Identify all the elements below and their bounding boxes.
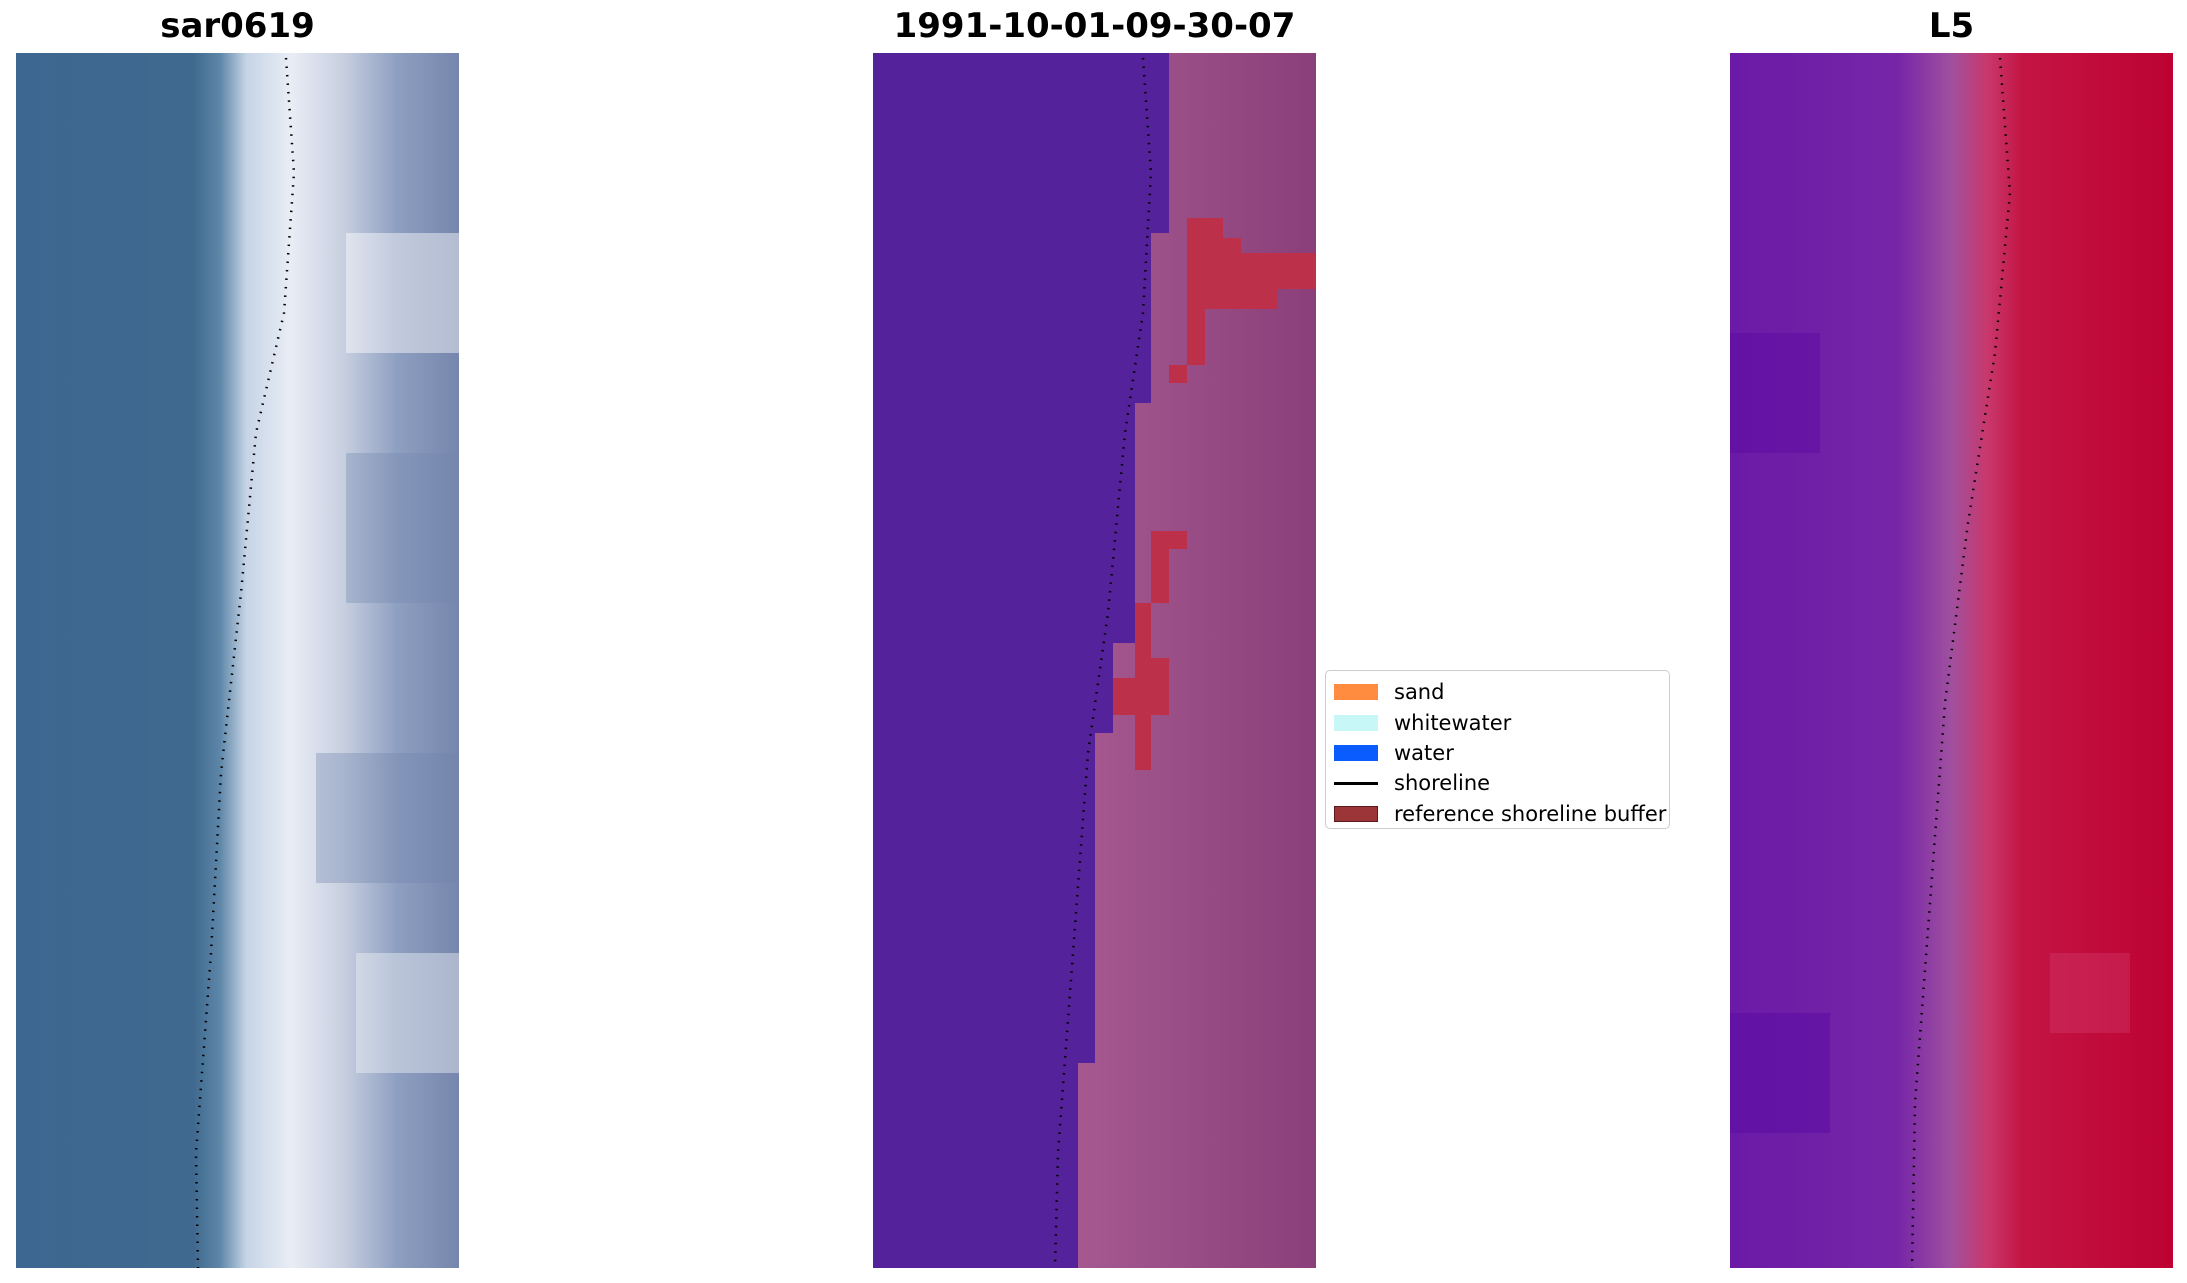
buffer-swatch: [1334, 805, 1378, 822]
shoreline-buffer-top: [1187, 218, 1316, 365]
sand-swatch: [1334, 684, 1378, 701]
panel-title-rgb: sar0619: [160, 6, 315, 46]
legend-item-sand: sand: [1334, 677, 1659, 707]
classified-image: [873, 53, 1316, 1268]
legend-item-shoreline: shoreline: [1334, 768, 1659, 798]
legend-label: water: [1394, 740, 1454, 765]
shoreline-buffer-mid: [1113, 531, 1187, 770]
shoreline-dots: [194, 57, 296, 1268]
shoreline-line-icon: [1334, 781, 1378, 785]
shoreline-dots: [1910, 57, 2012, 1268]
legend-label: reference shoreline buffer: [1394, 801, 1667, 826]
legend-item-whitewater: whitewater: [1334, 707, 1659, 737]
index-image: [1730, 53, 2173, 1268]
legend-item-buffer: reference shoreline buffer: [1334, 799, 1666, 829]
legend-label: whitewater: [1394, 710, 1512, 735]
legend-item-water: water: [1334, 738, 1659, 768]
water-swatch: [1334, 744, 1378, 761]
whitewater-swatch: [1334, 714, 1378, 731]
panel-title-index: L5: [1928, 6, 1975, 46]
rgb-satellite-image: [16, 53, 459, 1268]
water-class: [873, 53, 1169, 1268]
panel-title-classified: 1991-10-01-09-30-07: [893, 6, 1296, 46]
shoreline-dots: [1053, 57, 1153, 1268]
legend-label: shoreline: [1394, 771, 1491, 796]
legend-label: sand: [1394, 680, 1445, 705]
legend: sand whitewater water shoreline referenc…: [1325, 670, 1670, 829]
